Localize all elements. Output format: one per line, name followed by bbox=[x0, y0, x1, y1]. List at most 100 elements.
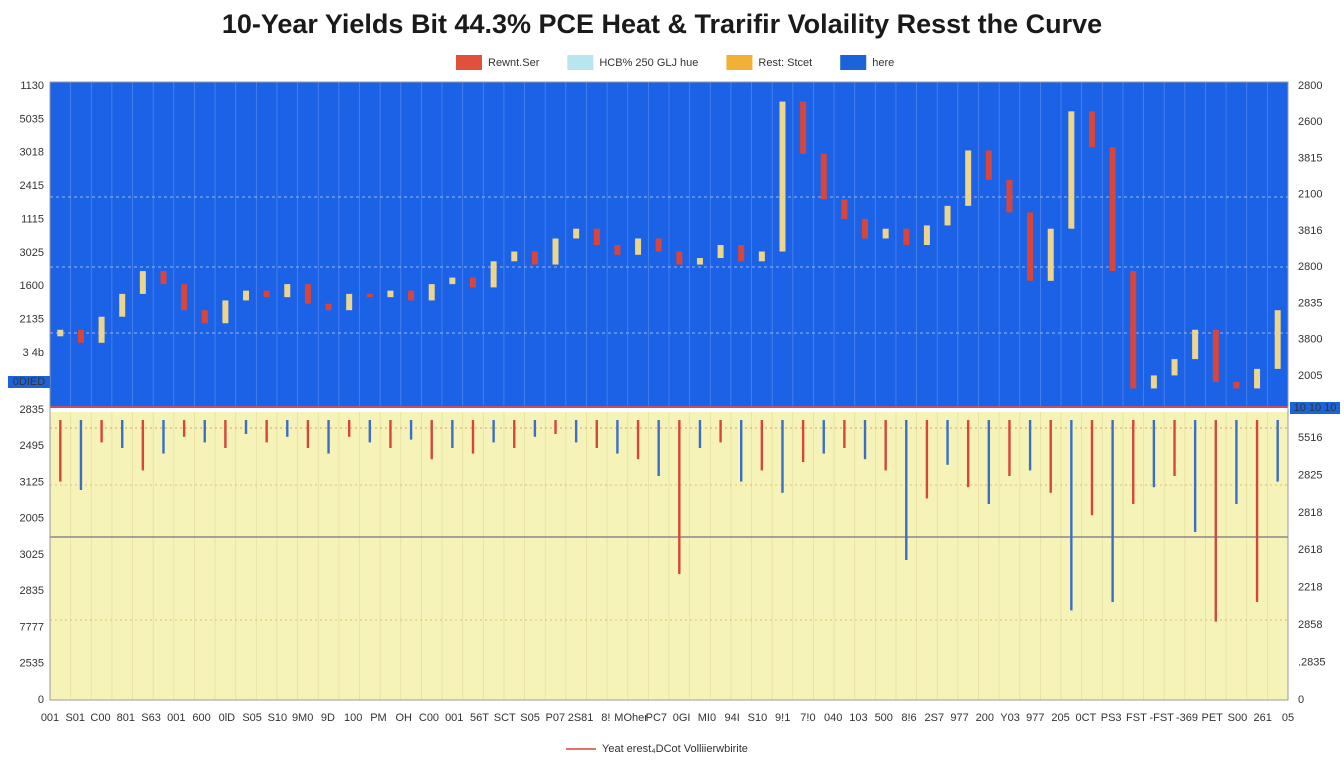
x-tick-label: S01 bbox=[65, 712, 85, 724]
x-tick-label: 100 bbox=[344, 712, 362, 724]
candle bbox=[800, 101, 807, 154]
y-tick-label: 7777 bbox=[20, 621, 44, 633]
marker-box bbox=[8, 376, 50, 388]
x-tick-label: OH bbox=[395, 712, 412, 724]
candle bbox=[387, 290, 394, 298]
bar bbox=[1090, 420, 1094, 516]
candle bbox=[965, 150, 972, 206]
bar bbox=[492, 420, 495, 443]
x-tick-label: 2S81 bbox=[568, 712, 594, 724]
bar bbox=[409, 420, 413, 440]
bar bbox=[1049, 420, 1052, 493]
bar bbox=[224, 420, 227, 448]
marker-box bbox=[1290, 402, 1340, 414]
legend-label: Rewnt.Ser bbox=[488, 57, 540, 69]
bar bbox=[636, 420, 640, 460]
candle bbox=[511, 251, 518, 262]
bar bbox=[471, 420, 475, 454]
x-tick-label: 56T bbox=[470, 712, 489, 724]
bar bbox=[347, 420, 351, 437]
bar bbox=[1173, 420, 1176, 476]
bar bbox=[430, 420, 433, 460]
x-tick-label: 261 bbox=[1254, 712, 1272, 724]
legend-label: Rest: Stcet bbox=[758, 57, 812, 69]
x-tick-label: 9!1 bbox=[775, 712, 790, 724]
x-tick-label: Y03 bbox=[1000, 712, 1020, 724]
bar bbox=[946, 420, 949, 465]
y-tick-label: 3 4b bbox=[23, 347, 44, 359]
y2-tick-label: 2100 bbox=[1298, 189, 1322, 201]
y-tick-label: 2135 bbox=[20, 314, 44, 326]
bar bbox=[1276, 420, 1279, 482]
y2-tick-label: 2858 bbox=[1298, 619, 1322, 631]
candle bbox=[284, 284, 291, 298]
x-tick-label: S05 bbox=[520, 712, 540, 724]
candle bbox=[222, 300, 229, 324]
y2-tick-label: 2825 bbox=[1298, 469, 1322, 481]
bar bbox=[719, 420, 722, 443]
candle bbox=[614, 245, 621, 255]
bar bbox=[286, 420, 289, 437]
y2-tick-label: 2618 bbox=[1298, 544, 1322, 556]
bar bbox=[884, 420, 887, 471]
y2-tick-label: 0 bbox=[1298, 694, 1304, 706]
x-tick-label: 7!0 bbox=[800, 712, 815, 724]
bar bbox=[925, 420, 929, 499]
candle bbox=[717, 245, 724, 259]
bar bbox=[966, 420, 970, 488]
bar bbox=[822, 420, 825, 454]
candle bbox=[490, 261, 497, 288]
x-tick-label: 94I bbox=[725, 712, 740, 724]
y2-tick-label: 2818 bbox=[1298, 507, 1322, 519]
candle bbox=[696, 258, 703, 265]
bar bbox=[574, 420, 578, 443]
candle bbox=[862, 218, 869, 239]
bar bbox=[1028, 420, 1032, 471]
candle bbox=[469, 277, 476, 288]
bar bbox=[513, 420, 516, 448]
candle bbox=[1212, 329, 1219, 382]
x-tick-label: 001 bbox=[41, 712, 59, 724]
bar bbox=[905, 420, 908, 560]
x-tick-label: 103 bbox=[849, 712, 867, 724]
candle bbox=[1233, 381, 1240, 389]
candle bbox=[944, 205, 951, 226]
x-tick-label: 801 bbox=[117, 712, 135, 724]
bar bbox=[843, 420, 846, 448]
bar bbox=[1235, 420, 1238, 504]
candle bbox=[1150, 375, 1157, 389]
bar bbox=[595, 420, 598, 448]
x-tick-label: 0GI bbox=[673, 712, 691, 724]
candle bbox=[1274, 310, 1281, 369]
candle bbox=[449, 277, 456, 285]
x-tick-label: 9M0 bbox=[292, 712, 313, 724]
x-tick-label: 9D bbox=[321, 712, 335, 724]
y-tick-label: 3025 bbox=[20, 247, 44, 259]
candle bbox=[181, 284, 188, 311]
x-tick-label: S10 bbox=[748, 712, 768, 724]
x-tick-label: 8! bbox=[601, 712, 610, 724]
candle bbox=[903, 228, 910, 245]
x-tick-label: S63 bbox=[141, 712, 161, 724]
bar bbox=[657, 420, 660, 476]
candle bbox=[779, 101, 786, 252]
x-tick-label: 977 bbox=[1026, 712, 1044, 724]
bar bbox=[203, 420, 206, 443]
x-tick-label: P07 bbox=[546, 712, 566, 724]
candle bbox=[1130, 271, 1137, 389]
legend-label: HCB% 250 GLJ hue bbox=[599, 57, 698, 69]
x-tick-label: S00 bbox=[1228, 712, 1248, 724]
y-tick-label: 3025 bbox=[20, 549, 44, 561]
bar bbox=[1193, 420, 1197, 532]
y2-tick-label: 2835 bbox=[1298, 297, 1322, 309]
bar bbox=[162, 420, 165, 454]
candle bbox=[552, 238, 559, 265]
y2-tick-label: 2800 bbox=[1298, 80, 1322, 92]
y2-tick-label: 3800 bbox=[1298, 334, 1322, 346]
bar bbox=[740, 420, 743, 482]
x-tick-label: 500 bbox=[875, 712, 893, 724]
bar bbox=[451, 420, 454, 448]
bar bbox=[244, 420, 248, 434]
bar bbox=[1111, 420, 1114, 602]
legend-swatch bbox=[726, 55, 753, 70]
